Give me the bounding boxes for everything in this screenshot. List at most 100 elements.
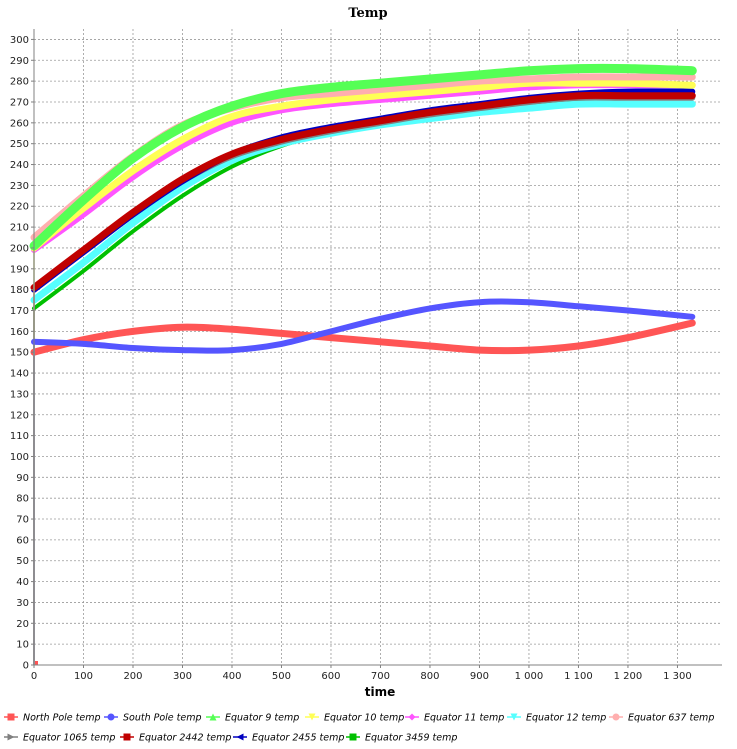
data-point-equator-12-temp [528,108,529,109]
y-tick-label: 220 [10,202,29,213]
x-tick-label: 900 [470,671,489,682]
x-axis-label: time [365,685,396,699]
data-point-equator-11-temp [281,110,282,111]
legend-label-south-pole-temp: South Pole temp [123,713,202,724]
data-point-equator-3459-temp [132,231,133,232]
data-point-equator-2442-temp [132,212,133,213]
y-tick-label: 260 [10,118,29,129]
data-point-equator-2442-temp [528,99,529,100]
y-tick-labels: 0 10 20 30 40 50 60 70 80 90 100 110 120 130 140 150 160… [10,35,34,672]
data-point-equator-11-temp [479,91,480,92]
data-point-equator-10-temp [330,99,331,100]
y-tick-label: 110 [10,431,29,442]
data-point-equator-10-temp [231,116,232,117]
data-point-north-pole-temp [578,345,579,346]
legend-marker-equator-2442-temp [123,733,131,741]
y-tick-label: 190 [10,264,29,275]
legend-label-equator-2442-temp: Equator 2442 temp [139,733,231,744]
data-point-equator-3459-temp [182,195,183,196]
legend-label-equator-3459-temp: Equator 3459 temp [365,733,457,744]
x-tick-labels: 0 100 200 300 400 500 600 700 800 900 1 000 1 100 1 … [31,665,692,682]
data-point-equator-11-temp [182,145,183,146]
y-tick-label: 230 [10,181,29,192]
y-tick-label: 300 [10,35,29,46]
y-tick-label: 10 [16,640,29,651]
y-tick-label: 0 [23,661,29,672]
legend-marker-equator-637-temp [612,713,620,721]
data-point-equator-637-temp [578,76,579,77]
data-point-equator-9-temp [281,93,282,94]
data-point-equator-10-temp [627,83,628,84]
data-point-equator-9-temp [429,78,430,79]
data-point-north-pole-temp [528,350,529,351]
data-point-equator-10-temp [132,170,133,171]
x-tick-label: 700 [371,671,390,682]
x-tick-label: 1 200 [614,671,643,682]
data-point-south-pole-temp [479,302,480,303]
data-point-south-pole-temp [578,306,579,307]
data-point-equator-12-temp [578,103,579,104]
data-point-equator-12-temp [429,118,430,119]
data-point-south-pole-temp [627,310,628,311]
data-point-equator-9-temp [132,158,133,159]
data-point-equator-2455-temp [627,91,628,92]
data-point-equator-10-temp [429,91,430,92]
data-point-equator-12-temp [692,103,693,104]
y-tick-label: 100 [10,452,29,463]
x-tick-label: 1 100 [564,671,593,682]
data-point-north-pole-temp [380,341,381,342]
data-point-south-pole-temp [330,331,331,332]
series-line-equator-2442-temp [30,91,696,292]
y-tick-label: 250 [10,139,29,150]
y-tick-label: 200 [10,243,29,254]
data-point-south-pole-temp [429,308,430,309]
data-point-equator-2442-temp [429,112,430,113]
x-tick-label: 600 [321,671,340,682]
data-point-equator-10-temp [692,85,693,86]
legend-marker-equator-12-temp [510,713,518,721]
chart-title: Temp [348,6,387,21]
data-point-equator-637-temp [380,89,381,90]
x-tick-label: 200 [123,671,142,682]
y-tick-label: 30 [16,598,29,609]
data-point-north-pole-temp [83,339,84,340]
series-line-equator-9-temp [29,63,697,251]
data-point-north-pole-temp [281,333,282,334]
legend-marker-equator-9-temp [209,713,217,721]
legend-marker-north-pole-temp [7,713,15,721]
data-point-equator-2442-temp [330,128,331,129]
data-point-north-pole-temp [330,337,331,338]
data-point-equator-637-temp [627,76,628,77]
data-point-equator-12-temp [83,262,84,263]
y-tick-label: 290 [10,56,29,67]
data-point-north-pole-temp [182,327,183,328]
data-point-south-pole-temp [231,350,232,351]
legend: North Pole temp South Pole temp Equator 9 … [4,713,714,744]
data-point-equator-12-temp [182,187,183,188]
x-tick-label: 100 [74,671,93,682]
series-line-south-pole-temp [31,298,696,354]
data-point-equator-2442-temp [83,249,84,250]
y-tick-label: 170 [10,306,29,317]
data-point-equator-9-temp [528,70,529,71]
legend-label-equator-2455-temp: Equator 2455 temp [252,733,344,744]
y-tick-label: 180 [10,285,29,296]
data-point-equator-9-temp [182,126,183,127]
data-point-north-pole-temp [231,329,232,330]
y-tick-label: 280 [10,77,29,88]
data-point-north-pole-temp [479,350,480,351]
legend-marker-equator-11-temp [408,713,416,721]
y-tick-label: 90 [16,473,29,484]
y-tick-label: 150 [10,348,29,359]
data-point-equator-11-temp [132,176,133,177]
data-point-equator-9-temp [692,70,693,71]
data-point-equator-9-temp [231,106,232,107]
data-point-equator-11-temp [380,99,381,100]
data-point-equator-10-temp [281,106,282,107]
data-point-south-pole-temp [692,316,693,317]
data-point-equator-637-temp [429,85,430,86]
y-tick-label: 70 [16,515,29,526]
data-point-equator-11-temp [330,103,331,104]
data-point-equator-2442-temp [578,95,579,96]
